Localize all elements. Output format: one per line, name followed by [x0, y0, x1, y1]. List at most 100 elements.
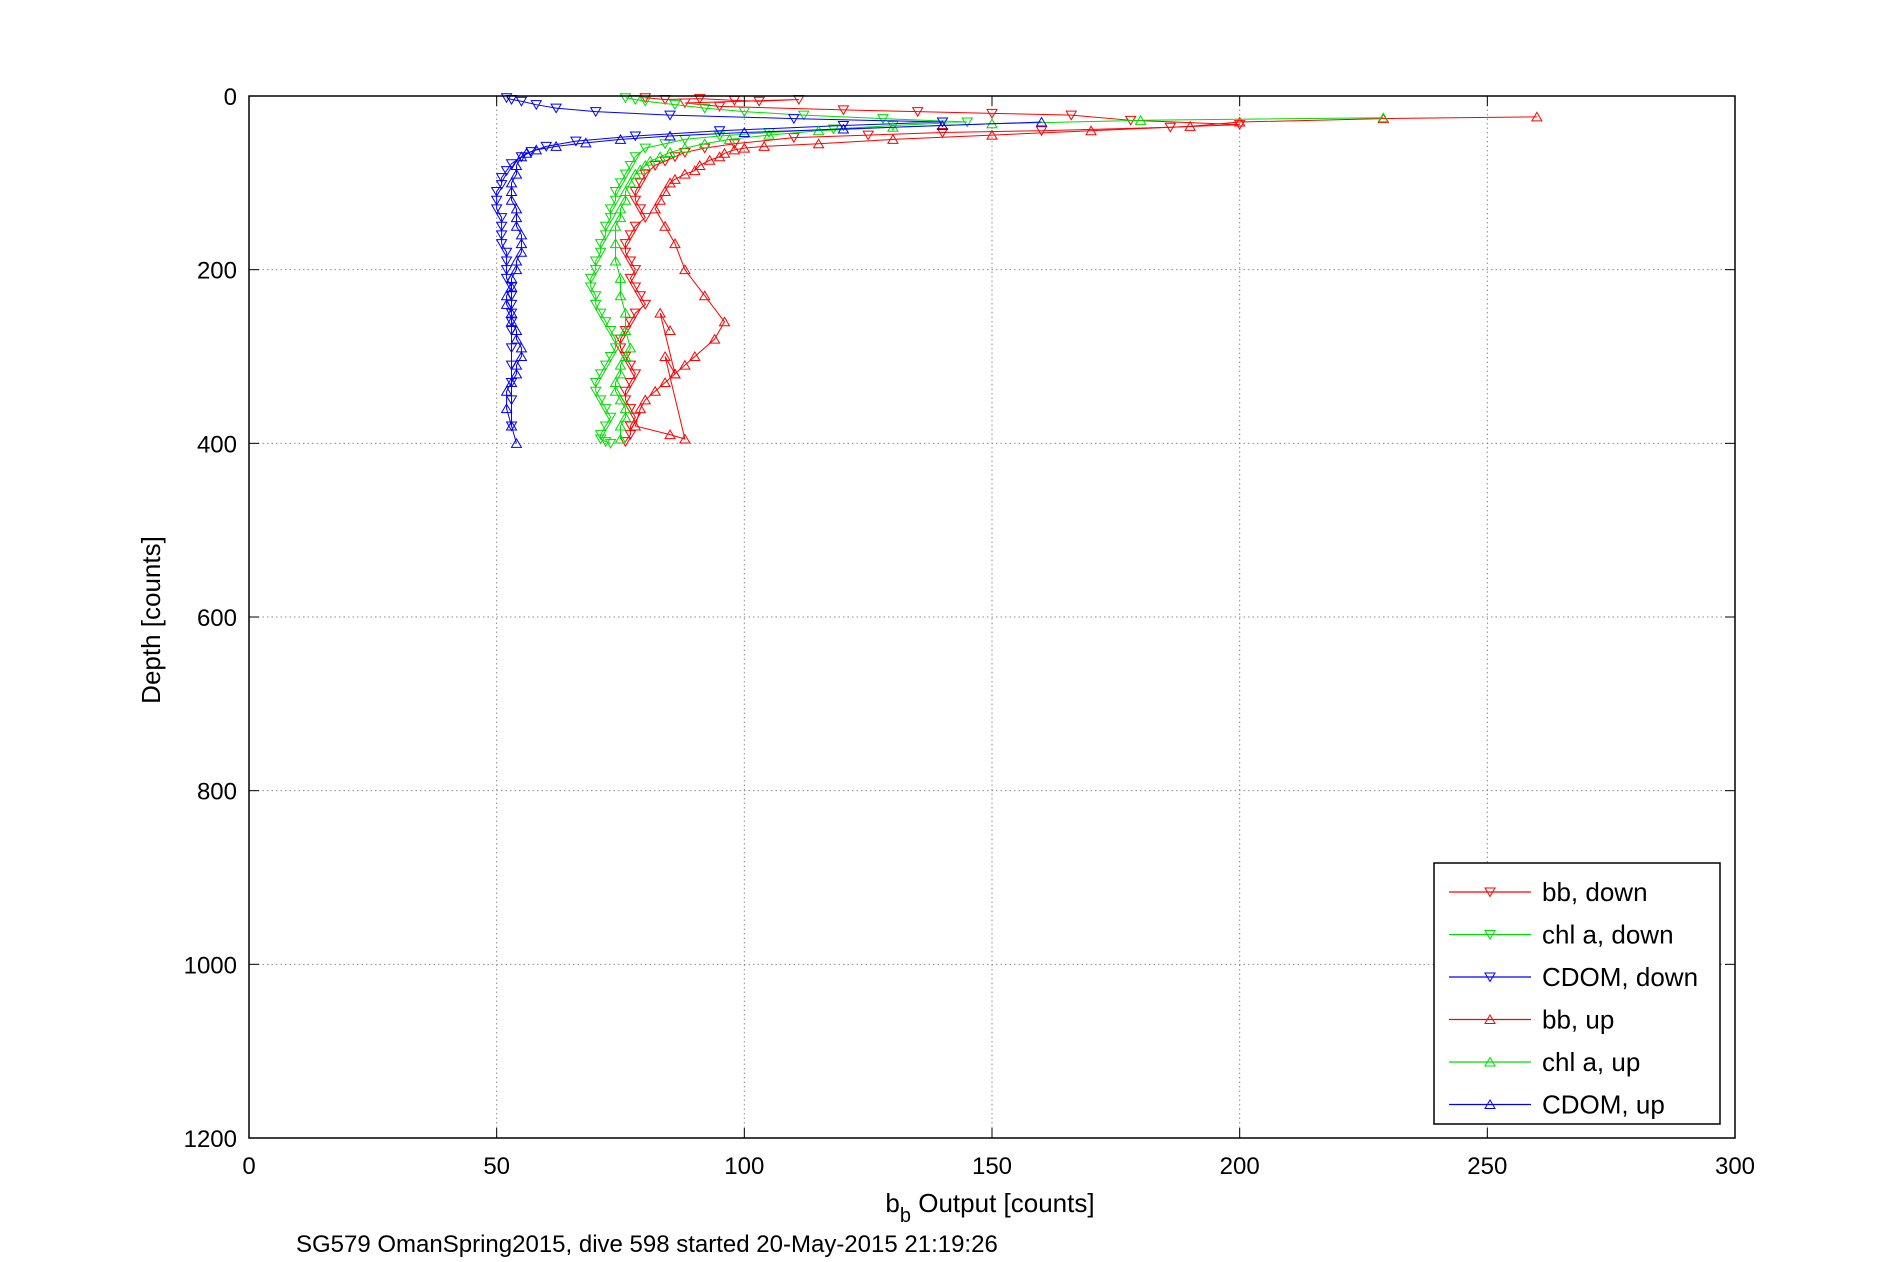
- data-point: [589, 107, 602, 118]
- data-point: [594, 308, 607, 319]
- legend-marker: [1484, 1014, 1496, 1024]
- data-point: [961, 117, 974, 128]
- data-point: [624, 342, 637, 353]
- legend-marker: [1484, 887, 1496, 898]
- data-point: [619, 194, 632, 205]
- data-point: [664, 110, 676, 121]
- legend-marker: [1484, 1099, 1496, 1109]
- data-point: [614, 212, 627, 223]
- data-point: [669, 238, 681, 249]
- data-point: [644, 155, 657, 166]
- legend-entry-label: CDOM, down: [1542, 962, 1698, 992]
- data-point: [500, 385, 513, 396]
- series-line: [615, 117, 1384, 439]
- data-point: [718, 316, 731, 327]
- data-point: [629, 187, 642, 198]
- data-point: [594, 434, 607, 445]
- data-point: [614, 433, 627, 444]
- data-point: [614, 368, 627, 379]
- legend-marker: [1484, 930, 1496, 940]
- y-tick-label: 1200: [184, 1126, 237, 1153]
- data-point: [629, 152, 642, 163]
- data-point: [639, 159, 652, 170]
- data-point: [589, 265, 602, 276]
- data-point: [510, 220, 523, 231]
- data-point: [584, 273, 597, 284]
- data-point: [550, 103, 562, 114]
- legend-entry-label: bb, down: [1542, 877, 1648, 907]
- data-point: [837, 105, 850, 116]
- y-tick-label: 400: [197, 431, 237, 458]
- data-point: [1184, 120, 1197, 131]
- data-point: [1085, 125, 1097, 136]
- data-point: [664, 324, 676, 335]
- data-point: [619, 239, 632, 250]
- data-point: [500, 256, 513, 267]
- data-point: [669, 173, 681, 184]
- data-point: [589, 256, 602, 267]
- series-line: [506, 121, 1042, 444]
- data-point: [614, 272, 627, 283]
- data-point: [594, 247, 607, 258]
- data-point: [659, 186, 671, 197]
- data-point: [1377, 112, 1390, 123]
- data-point: [639, 143, 652, 154]
- data-point: [629, 195, 642, 206]
- data-point: [624, 230, 637, 241]
- data-point: [629, 308, 642, 319]
- data-point: [500, 265, 513, 276]
- data-point: [599, 317, 612, 328]
- data-point: [510, 333, 523, 344]
- data-point: [738, 126, 751, 137]
- data-point: [589, 378, 602, 389]
- data-point: [713, 131, 726, 142]
- data-point: [634, 204, 647, 215]
- data-point: [609, 195, 622, 206]
- data-point: [664, 146, 676, 157]
- data-point: [614, 133, 627, 144]
- data-point: [723, 133, 736, 144]
- data-point: [550, 140, 562, 151]
- series-3: [629, 111, 1543, 444]
- data-point: [634, 403, 647, 414]
- data-point: [669, 368, 681, 379]
- data-point: [713, 151, 726, 162]
- data-point: [604, 325, 617, 336]
- data-point: [594, 395, 607, 406]
- data-point: [609, 187, 622, 198]
- data-point: [659, 377, 671, 388]
- data-point: [604, 213, 617, 224]
- data-point: [624, 378, 637, 389]
- y-tick-label: 600: [197, 605, 237, 632]
- data-point: [812, 138, 825, 149]
- data-point: [619, 437, 632, 448]
- data-point: [758, 140, 771, 151]
- legend-box: [1433, 862, 1721, 1125]
- data-point: [1530, 111, 1543, 122]
- data-point: [1233, 120, 1246, 131]
- data-point: [609, 220, 622, 231]
- data-point: [495, 180, 508, 191]
- data-point: [862, 130, 875, 141]
- data-point: [659, 351, 671, 361]
- data-point: [505, 281, 518, 292]
- x-tick-label: 300: [1715, 1153, 1755, 1180]
- data-point: [654, 307, 667, 318]
- series-4: [609, 112, 1390, 444]
- data-point: [599, 230, 612, 241]
- data-point: [604, 204, 617, 215]
- data-point: [609, 334, 622, 345]
- data-point: [629, 168, 642, 179]
- data-point: [629, 221, 642, 232]
- data-point: [639, 169, 652, 180]
- data-point: [589, 299, 602, 310]
- x-tick-label: 0: [242, 1153, 255, 1180]
- data-point: [515, 351, 528, 361]
- x-tick-label: 150: [972, 1153, 1012, 1180]
- data-point: [986, 129, 998, 140]
- data-point: [679, 264, 691, 275]
- series-1: [584, 93, 974, 449]
- data-point: [500, 247, 513, 258]
- data-point: [589, 386, 602, 397]
- data-point: [624, 256, 637, 267]
